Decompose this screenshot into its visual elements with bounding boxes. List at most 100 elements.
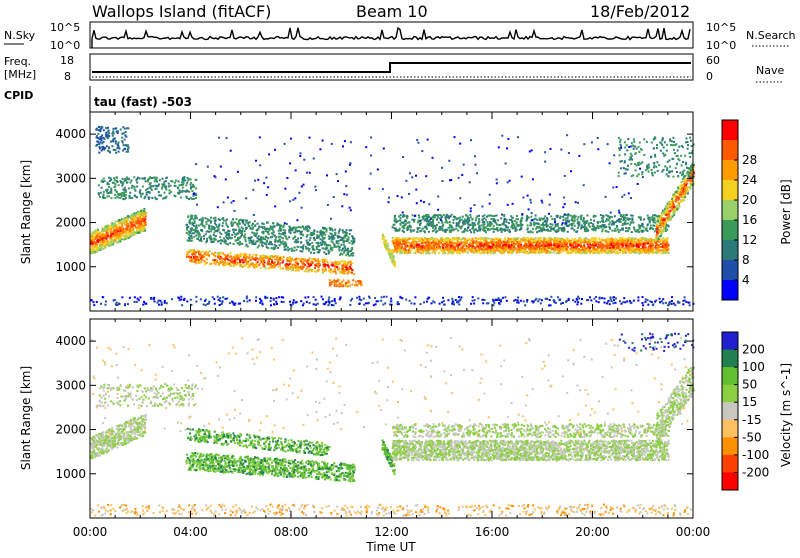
data-cell xyxy=(473,252,475,254)
data-cell xyxy=(502,244,504,246)
data-cell xyxy=(505,247,507,249)
data-cell xyxy=(102,241,104,243)
data-cell xyxy=(178,180,180,182)
data-cell xyxy=(101,134,103,136)
data-cell xyxy=(599,241,601,243)
data-cell xyxy=(430,237,432,239)
data-cell xyxy=(265,267,267,269)
data-cell xyxy=(237,224,239,226)
data-cell xyxy=(595,248,597,250)
data-cell xyxy=(466,245,468,247)
data-cell xyxy=(114,197,116,199)
data-cell xyxy=(447,250,449,252)
data-cell xyxy=(424,247,426,249)
nave-tick-bottom: 0 xyxy=(706,70,713,83)
data-cell xyxy=(310,252,312,254)
data-cell xyxy=(99,196,101,198)
data-cell xyxy=(246,227,248,229)
data-cell xyxy=(500,250,502,252)
data-cell xyxy=(529,244,531,246)
data-cell xyxy=(92,244,94,246)
data-cell xyxy=(101,139,103,141)
data-cell xyxy=(106,232,108,234)
data-cell xyxy=(123,221,125,223)
data-cell xyxy=(582,252,584,254)
data-cell xyxy=(132,228,134,230)
data-cell xyxy=(231,225,233,227)
data-cell xyxy=(284,246,286,248)
data-cell xyxy=(122,178,124,180)
data-cell xyxy=(184,190,186,192)
data-cell xyxy=(100,248,102,250)
data-cell xyxy=(620,238,622,240)
data-cell xyxy=(115,239,117,241)
data-cell xyxy=(284,232,286,234)
data-cell xyxy=(186,254,188,256)
data-cell xyxy=(660,243,662,245)
data-cell xyxy=(207,220,209,222)
data-cell xyxy=(188,191,190,193)
data-cell xyxy=(355,281,357,283)
data-cell xyxy=(210,241,212,243)
data-cell xyxy=(226,262,228,264)
data-cell xyxy=(110,226,112,228)
data-cell xyxy=(186,232,188,234)
data-cell xyxy=(491,242,493,244)
data-cell xyxy=(583,243,585,245)
data-cell xyxy=(198,259,200,261)
data-cell xyxy=(336,284,338,286)
data-cell xyxy=(352,279,354,281)
data-cell xyxy=(190,197,192,199)
data-cell xyxy=(607,252,609,254)
data-cell xyxy=(121,194,123,196)
data-cell xyxy=(108,195,110,197)
data-cell xyxy=(134,225,136,227)
data-cell xyxy=(149,182,151,184)
data-cell xyxy=(183,178,185,180)
data-cell xyxy=(226,243,228,245)
data-cell xyxy=(438,252,440,254)
data-cell xyxy=(110,190,112,192)
data-cell xyxy=(542,250,544,252)
data-cell xyxy=(113,149,115,151)
data-cell xyxy=(649,244,651,246)
data-cell xyxy=(210,263,212,265)
data-cell xyxy=(484,243,486,245)
data-cell xyxy=(269,242,271,244)
data-cell xyxy=(464,244,466,246)
data-cell xyxy=(278,259,280,261)
data-cell xyxy=(144,196,146,198)
data-cell xyxy=(291,258,293,260)
data-cell xyxy=(298,266,300,268)
data-cell xyxy=(631,237,633,239)
data-cell xyxy=(578,250,580,252)
data-cell xyxy=(317,245,319,247)
data-cell xyxy=(342,285,344,287)
data-cell xyxy=(198,232,200,234)
data-cell xyxy=(187,240,189,242)
data-cell xyxy=(317,237,319,239)
data-cell xyxy=(118,151,120,153)
data-cell xyxy=(244,224,246,226)
data-cell xyxy=(267,263,269,265)
data-cell xyxy=(133,176,135,178)
data-cell xyxy=(499,244,501,246)
data-cell xyxy=(208,225,210,227)
data-cell xyxy=(126,151,128,153)
data-cell xyxy=(475,237,477,239)
data-cell xyxy=(136,227,138,229)
data-cell xyxy=(406,241,408,243)
data-cell xyxy=(600,246,602,248)
data-cell xyxy=(558,239,560,241)
data-cell xyxy=(291,248,293,250)
data-cell xyxy=(343,279,345,281)
data-cell xyxy=(107,137,109,139)
data-cell xyxy=(98,192,100,194)
data-cell xyxy=(249,225,251,227)
data-cell xyxy=(665,246,667,248)
freq-trace xyxy=(92,63,691,72)
data-cell xyxy=(431,252,433,254)
data-cell xyxy=(139,214,141,216)
data-cell xyxy=(284,241,286,243)
data-cell xyxy=(179,190,181,192)
